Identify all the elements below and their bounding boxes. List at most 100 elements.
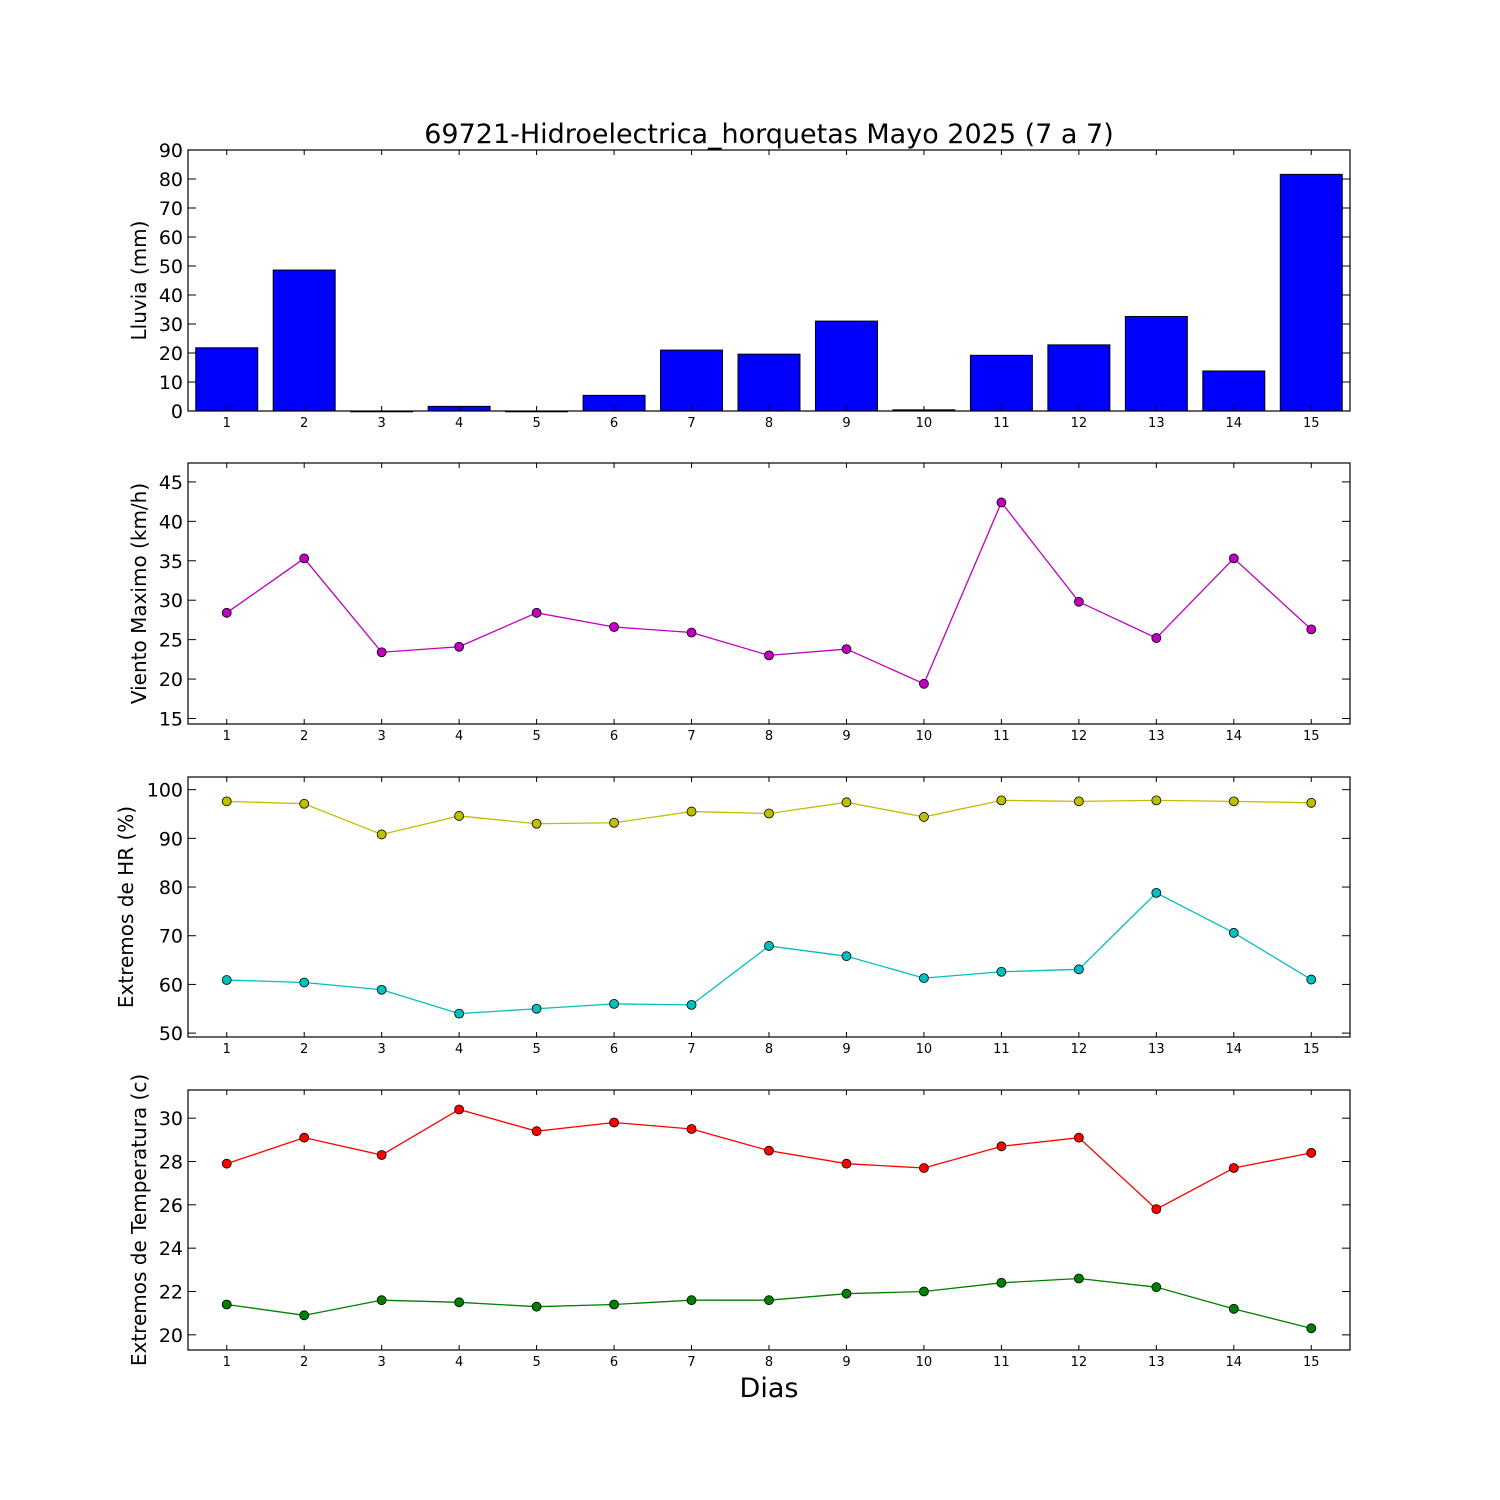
humidity-data-point <box>1228 927 1239 938</box>
humidity-x-tick-label: 8 <box>765 1042 773 1057</box>
wind-x-tick-label: 8 <box>765 729 773 744</box>
humidity-y-tick-label: 70 <box>159 926 183 948</box>
humidity-x-tick-label: 7 <box>687 1042 695 1057</box>
temperature-data-point <box>1073 1273 1084 1284</box>
temperature-data-point <box>1228 1163 1239 1173</box>
humidity-x-tick-label: 13 <box>1148 1042 1165 1057</box>
temperature-data-point <box>299 1310 310 1321</box>
wind-data-point <box>221 607 232 618</box>
wind-data-point <box>609 622 619 632</box>
temperature-y-tick-label: 22 <box>159 1282 183 1304</box>
rain-y-tick-label: 80 <box>159 169 183 191</box>
temperature-x-tick-label: 2 <box>300 1355 308 1370</box>
wind-x-tick-label: 10 <box>916 729 933 744</box>
rain-x-tick-label: 2 <box>300 416 308 431</box>
temperature-data-point <box>221 1299 232 1310</box>
rain-y-tick-label: 90 <box>159 140 183 162</box>
temperature-data-point <box>1306 1147 1317 1158</box>
humidity-x-tick-label: 9 <box>842 1042 850 1057</box>
rain-y-tick-label: 50 <box>159 256 183 278</box>
rain-y-tick-label: 10 <box>159 372 183 394</box>
humidity-x-tick-label: 12 <box>1071 1042 1088 1057</box>
temperature-data-point <box>299 1132 310 1143</box>
wind-data-point <box>454 641 465 652</box>
temperature-x-tick-label: 9 <box>842 1355 850 1370</box>
humidity-x-tick-label: 15 <box>1303 1042 1320 1057</box>
wind-x-tick-label: 9 <box>842 729 850 744</box>
humidity-y-tick-label: 90 <box>159 828 183 850</box>
wind-y-tick-label: 45 <box>159 472 183 494</box>
wind-x-tick-label: 14 <box>1226 729 1243 744</box>
humidity-y-tick-label: 60 <box>159 974 183 996</box>
rain-y-tick-label: 70 <box>159 198 183 220</box>
temperature-data-point <box>764 1145 774 1156</box>
temperature-data-point <box>919 1286 929 1297</box>
temperature-data-point <box>1306 1323 1317 1334</box>
temperature-x-tick-label: 10 <box>916 1355 933 1370</box>
wind-x-tick-label: 12 <box>1071 729 1088 744</box>
temperature-data-point <box>1073 1132 1084 1143</box>
humidity-data-point <box>609 998 619 1009</box>
humidity-data-point <box>686 806 697 817</box>
humidity-data-point <box>764 808 774 819</box>
rain-x-tick-label: 11 <box>993 416 1010 431</box>
humidity-data-point <box>686 999 697 1010</box>
rain-x-tick-label: 3 <box>378 416 386 431</box>
rain-bar <box>660 349 724 412</box>
humidity-x-tick-label: 14 <box>1226 1042 1243 1057</box>
rain-panel: 1 2 3 4 5 6 7 8 9 10 11 12 13 14 150102030405060708090… <box>127 140 1351 431</box>
rain-x-tick-label: 7 <box>687 416 695 431</box>
humidity-x-tick-label: 1 <box>223 1042 231 1057</box>
temperature-data-point <box>919 1163 929 1173</box>
temperature-data-point <box>764 1295 774 1306</box>
temperature-x-tick-label: 11 <box>993 1355 1010 1370</box>
humidity-x-tick-label: 2 <box>300 1042 308 1057</box>
temperature-x-tick-label: 7 <box>687 1355 695 1370</box>
wind-data-point <box>686 627 697 638</box>
temperature-data-point <box>376 1295 387 1306</box>
humidity-data-point <box>919 812 929 822</box>
humidity-data-point <box>454 811 465 821</box>
rain-bar <box>814 320 878 412</box>
wind-x-tick-label: 13 <box>1148 729 1165 744</box>
humidity-data-point <box>221 796 232 807</box>
rain-y-axis-label: Lluvia (mm) <box>127 221 151 341</box>
wind-data-point <box>376 647 387 658</box>
temperature-y-tick-label: 24 <box>159 1238 183 1260</box>
humidity-x-tick-label: 3 <box>378 1042 386 1057</box>
wind-x-tick-label: 3 <box>378 729 386 744</box>
wind-data-point <box>841 644 852 654</box>
chart-title: 69721-Hidroelectrica_horquetas Mayo 2025… <box>424 119 1114 150</box>
humidity-x-tick-label: 10 <box>916 1042 933 1057</box>
temperature-data-point <box>609 1117 619 1128</box>
humidity-x-tick-label: 11 <box>993 1042 1010 1057</box>
rain-y-tick-label: 30 <box>159 314 183 336</box>
humidity-data-point <box>841 951 852 962</box>
temperature-y-tick-label: 26 <box>159 1195 183 1217</box>
rain-x-tick-label: 14 <box>1226 416 1243 431</box>
rain-x-tick-label: 8 <box>765 416 773 431</box>
rain-bar <box>272 269 336 412</box>
rain-x-tick-label: 13 <box>1148 416 1165 431</box>
temperature-data-point <box>1151 1204 1162 1215</box>
wind-x-tick-label: 4 <box>455 729 463 744</box>
rain-bar <box>1202 370 1266 412</box>
temperature-x-tick-label: 3 <box>378 1355 386 1370</box>
rain-x-tick-label: 1 <box>223 416 231 431</box>
rain-bar <box>1279 173 1343 412</box>
rain-bar <box>969 354 1033 412</box>
rain-bar <box>1124 315 1188 412</box>
temperature-data-point <box>686 1124 697 1134</box>
temperature-y-tick-label: 28 <box>159 1152 183 1174</box>
wind-data-point <box>764 650 774 661</box>
wind-data-point <box>1151 633 1162 643</box>
rain-x-tick-label: 10 <box>916 416 933 431</box>
wind-panel: 1 2 3 4 5 6 7 8 9 10 11 12 13 14 1515202530354045Vient… <box>127 462 1351 744</box>
humidity-data-point <box>299 977 310 988</box>
humidity-y-axis-label: Extremos de HR (%) <box>114 806 138 1008</box>
wind-x-tick-label: 11 <box>993 729 1010 744</box>
temperature-x-tick-label: 4 <box>455 1355 463 1370</box>
humidity-data-point <box>996 966 1007 977</box>
wind-data-point <box>919 678 929 689</box>
